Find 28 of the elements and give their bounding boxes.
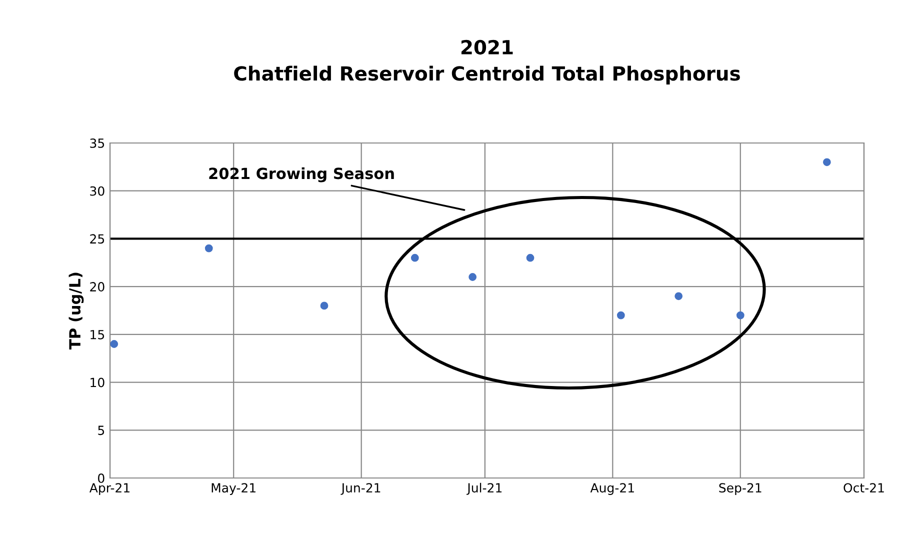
x-tick-label: Oct-21 bbox=[844, 483, 884, 493]
point bbox=[468, 273, 477, 281]
y-tick-label: 30 bbox=[90, 186, 104, 196]
y-axis-title: TP (ug/L) bbox=[68, 272, 84, 350]
y-tick-label: 20 bbox=[90, 282, 104, 292]
y-tick-label: 15 bbox=[90, 330, 104, 340]
point bbox=[204, 244, 213, 252]
x-tick-label: Jun-21 bbox=[340, 483, 380, 495]
x-tick-label: Jul-21 bbox=[466, 482, 502, 495]
y-tick-label: 25 bbox=[90, 234, 104, 244]
y-tick-label: 35 bbox=[90, 138, 104, 148]
point bbox=[410, 254, 419, 262]
point bbox=[736, 311, 744, 320]
y-tick-label: 0 bbox=[98, 473, 104, 483]
point bbox=[674, 292, 683, 300]
annotation: 2021 Growing Season bbox=[209, 167, 394, 182]
y-tick-label: 5 bbox=[98, 426, 104, 436]
point bbox=[526, 254, 534, 262]
chart-title: 2021 Chatfield Reservoir Centroid Total Phosphorus bbox=[234, 40, 740, 85]
x-tick-label: Apr-21 bbox=[89, 483, 130, 495]
x-tick-label: May-21 bbox=[212, 483, 256, 495]
point bbox=[110, 340, 118, 348]
point bbox=[320, 302, 328, 310]
x-tick-label: Aug-21 bbox=[590, 483, 634, 495]
point bbox=[822, 158, 831, 166]
point bbox=[616, 311, 625, 320]
y-tick-label: 10 bbox=[90, 378, 104, 388]
x-tick-label: Sep-21 bbox=[719, 483, 762, 495]
